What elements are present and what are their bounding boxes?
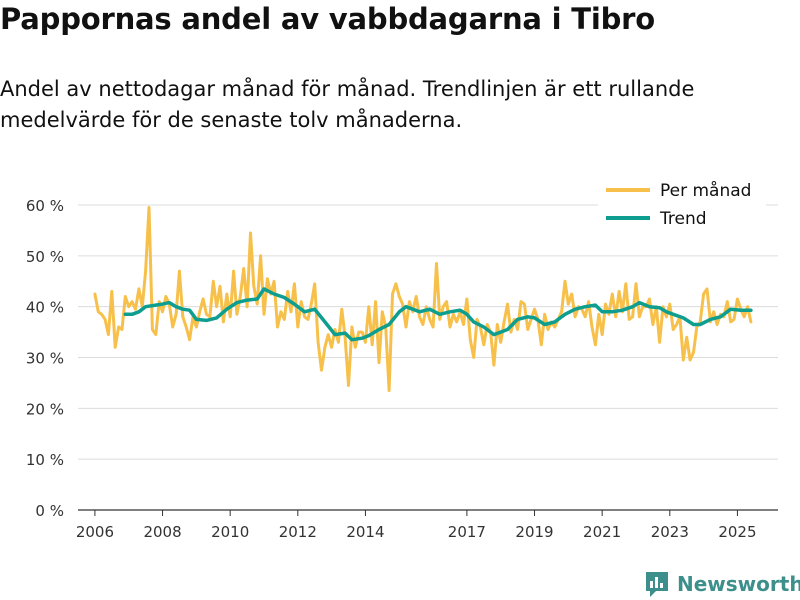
legend-label-per-manad: Per månad xyxy=(660,180,751,201)
brand-name: Newsworthy xyxy=(677,572,800,596)
y-tick-label: 40 % xyxy=(26,299,64,317)
legend[interactable]: Per månad Trend xyxy=(598,177,766,235)
x-tick-label: 2017 xyxy=(448,523,486,541)
x-tick-label: 2012 xyxy=(279,523,317,541)
bar-chart-speech-bubble-icon xyxy=(646,572,668,597)
legend-background xyxy=(598,177,766,235)
x-tick-label: 2010 xyxy=(211,523,249,541)
x-tick-label: 2023 xyxy=(651,523,689,541)
x-tick-label: 2019 xyxy=(515,523,553,541)
series-line-per-manad xyxy=(93,206,753,392)
y-tick-label: 30 % xyxy=(26,350,64,368)
chart-subtitle: Andel av nettodagar månad för månad. Tre… xyxy=(0,77,695,132)
x-tick-label: 2021 xyxy=(583,523,621,541)
y-tick-label: 10 % xyxy=(26,451,64,469)
series-lines xyxy=(93,206,753,392)
chart-title: Pappornas andel av vabbdagarna i Tibro xyxy=(0,2,656,36)
x-axis-ticks: 2006 2008 2010 2012 2014 2017 2019 2021 2023 2025 xyxy=(76,510,757,541)
y-axis-tick-labels: 0 % 10 % 20 % 30 % 40 % 50 % 60 % xyxy=(26,197,64,520)
brand-logo: Newsworthy xyxy=(644,570,800,598)
x-tick-label: 2008 xyxy=(143,523,181,541)
y-tick-label: 50 % xyxy=(26,248,64,266)
x-tick-label: 2025 xyxy=(718,523,756,541)
gridlines xyxy=(78,204,778,511)
y-tick-label: 60 % xyxy=(26,197,64,215)
x-tick-label: 2014 xyxy=(346,523,384,541)
y-tick-label: 20 % xyxy=(26,400,64,418)
legend-label-trend: Trend xyxy=(659,209,707,229)
series-line-trend xyxy=(123,287,753,342)
x-tick-label: 2006 xyxy=(76,523,114,541)
y-tick-label: 0 % xyxy=(35,502,64,520)
